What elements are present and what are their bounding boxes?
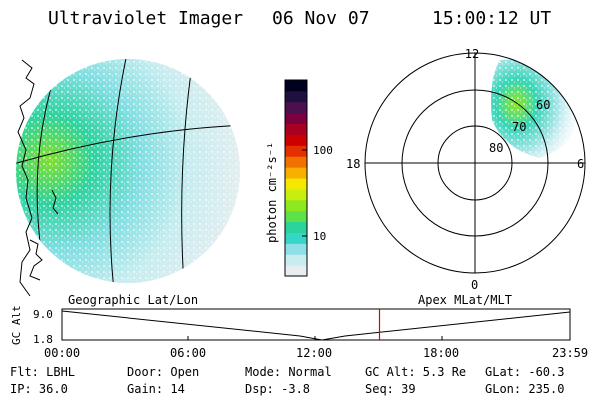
info-door: Door: Open bbox=[127, 365, 200, 379]
info-mode: Mode: Normal bbox=[245, 365, 332, 379]
mlt-label-0: 0 bbox=[471, 278, 478, 292]
colorbar-swatch bbox=[285, 145, 307, 157]
altitude-plot bbox=[61, 308, 571, 341]
info-seq: Seq: 39 bbox=[365, 382, 416, 396]
xtick-18: 18:00 bbox=[423, 346, 460, 360]
colorbar-swatch bbox=[285, 178, 307, 190]
colorbar-tick-10: 10 bbox=[313, 230, 326, 243]
mlt-label-12: 12 bbox=[465, 47, 479, 61]
colorbar-swatch bbox=[285, 265, 307, 277]
lat-label-70: 70 bbox=[512, 120, 526, 134]
altitude-ytick-9: 9.0 bbox=[33, 308, 53, 321]
colorbar-swatch bbox=[285, 243, 307, 255]
info-dsp: Dsp: -3.8 bbox=[245, 382, 311, 396]
info-gcalt: GC Alt: 5.3 Re bbox=[365, 365, 467, 379]
time-label: 15:00:12 UT bbox=[432, 8, 552, 29]
xtick-06: 06:00 bbox=[170, 346, 207, 360]
mlt-label-18: 18 bbox=[346, 157, 360, 171]
xtick-2359: 23:59 bbox=[552, 346, 589, 360]
xtick-00: 00:00 bbox=[44, 346, 81, 360]
colorbar-tick-100: 100 bbox=[313, 144, 333, 157]
colorbar-swatch bbox=[285, 134, 307, 146]
colorbar-label: photon cm⁻²s⁻¹ bbox=[265, 142, 279, 243]
date-label: 06 Nov 07 bbox=[272, 8, 370, 29]
geo-caption: Geographic Lat/Lon bbox=[68, 293, 198, 307]
lat-label-60: 60 bbox=[536, 98, 550, 112]
info-ip: IP: 36.0 bbox=[10, 382, 68, 396]
info-glat: GLat: -60.3 bbox=[485, 365, 565, 379]
altitude-ylabel: GC Alt bbox=[10, 305, 23, 345]
colorbar-swatch bbox=[285, 232, 307, 244]
colorbar bbox=[285, 80, 307, 277]
xtick-12: 12:00 bbox=[296, 346, 333, 360]
colorbar-swatch bbox=[285, 80, 307, 92]
colorbar-swatch bbox=[285, 199, 307, 212]
polar-plot bbox=[364, 52, 586, 274]
colorbar-swatch bbox=[285, 123, 307, 135]
colorbar-swatch bbox=[285, 188, 307, 201]
polar-caption: Apex MLat/MLT bbox=[418, 293, 512, 307]
colorbar-swatch bbox=[285, 156, 307, 168]
colorbar-swatch bbox=[285, 254, 307, 266]
colorbar-swatch bbox=[285, 210, 307, 223]
colorbar-swatch bbox=[285, 167, 307, 179]
colorbar-swatch bbox=[285, 90, 307, 103]
info-flt: Flt: LBHL bbox=[10, 365, 76, 379]
colorbar-swatch bbox=[285, 101, 307, 114]
info-gain: Gain: 14 bbox=[127, 382, 185, 396]
mlt-label-6: 6 bbox=[577, 157, 584, 171]
lat-label-80: 80 bbox=[489, 141, 503, 155]
info-glon: GLon: 235.0 bbox=[485, 382, 565, 396]
geo-image bbox=[16, 59, 240, 297]
colorbar-swatch bbox=[285, 112, 307, 125]
altitude-ytick-1-8: 1.8 bbox=[33, 333, 53, 346]
colorbar-swatch bbox=[285, 221, 307, 233]
instrument-title: Ultraviolet Imager bbox=[48, 8, 244, 29]
